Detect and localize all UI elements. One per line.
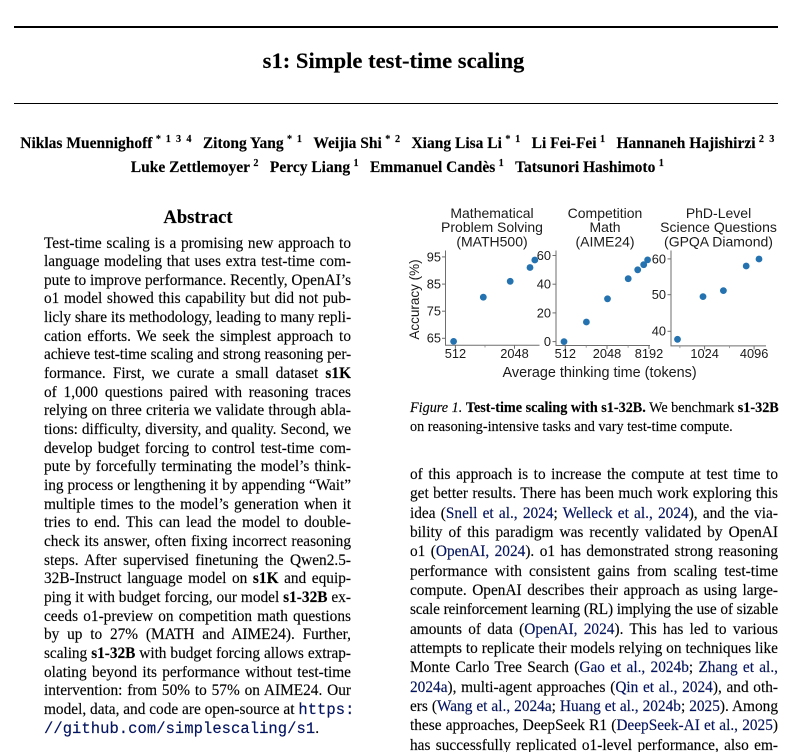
svg-text:Accuracy (%): Accuracy (%)	[407, 259, 422, 339]
svg-text:(GPQA Diamond): (GPQA Diamond)	[664, 233, 773, 249]
svg-text:Mathematical: Mathematical	[450, 205, 533, 221]
svg-text:50: 50	[652, 287, 666, 302]
svg-text:8192: 8192	[635, 346, 663, 361]
svg-text:4096: 4096	[740, 346, 768, 361]
svg-text:Science Questions: Science Questions	[660, 219, 777, 235]
svg-text:PhD-Level: PhD-Level	[686, 205, 751, 221]
svg-text:75: 75	[427, 304, 441, 319]
svg-text:0: 0	[544, 334, 551, 349]
svg-text:Competition: Competition	[568, 205, 643, 221]
svg-text:60: 60	[652, 251, 666, 266]
svg-text:Math: Math	[589, 219, 620, 235]
svg-text:40: 40	[652, 324, 666, 339]
svg-text:512: 512	[445, 346, 466, 361]
svg-text:95: 95	[427, 249, 441, 264]
svg-text:512: 512	[555, 346, 576, 361]
svg-text:60: 60	[537, 248, 551, 263]
svg-text:85: 85	[427, 277, 441, 292]
svg-text:Average thinking time (tokens): Average thinking time (tokens)	[503, 365, 697, 381]
svg-text:65: 65	[427, 331, 441, 346]
svg-text:(MATH500): (MATH500)	[456, 233, 527, 249]
svg-text:20: 20	[537, 305, 551, 320]
svg-text:2048: 2048	[500, 346, 528, 361]
svg-text:2048: 2048	[593, 346, 621, 361]
svg-text:(AIME24): (AIME24)	[575, 233, 634, 249]
svg-text:1024: 1024	[690, 346, 718, 361]
svg-text:Problem Solving: Problem Solving	[441, 219, 543, 235]
svg-text:40: 40	[537, 277, 551, 292]
